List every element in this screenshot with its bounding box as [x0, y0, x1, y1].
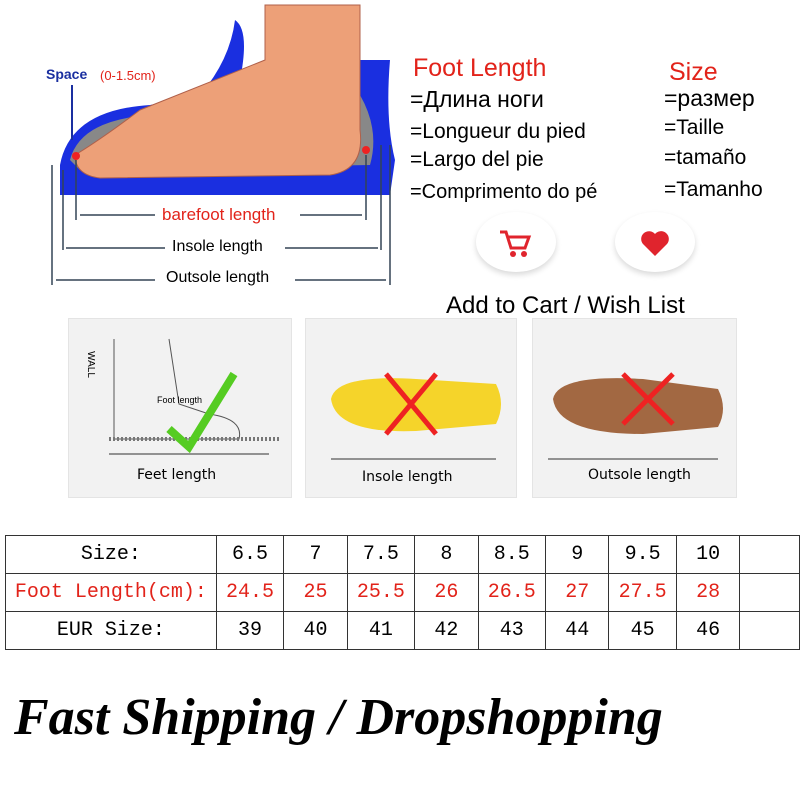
space-range: (0-1.5cm) — [100, 68, 156, 83]
outsole-length-panel: Outsole length — [532, 318, 737, 498]
foot-length-inner-label: Foot length — [157, 395, 203, 405]
cell: 6.5 — [215, 535, 285, 574]
space-label: Space — [46, 66, 88, 82]
row-header: Foot Length(cm): — [5, 573, 217, 612]
foot-length-es: =Largo del pie — [410, 148, 544, 171]
wish-list-button[interactable] — [615, 212, 695, 272]
foot-length-title: Foot Length — [413, 54, 547, 82]
insole-length-label: Insole length — [172, 238, 263, 255]
cell: 27 — [544, 573, 610, 612]
cart-icon — [500, 230, 532, 257]
check-icon — [166, 371, 238, 454]
row-header: Size: — [5, 535, 217, 574]
cell: 46 — [675, 611, 741, 650]
cell — [739, 573, 800, 612]
feet-length-panel: WALL Foot length Feet length — [68, 318, 292, 498]
row-header: EUR Size: — [5, 611, 217, 650]
foot-length-ru: =Длина ноги — [410, 86, 544, 112]
cross-icon — [621, 372, 675, 426]
add-to-cart-wish-list-label: Add to Cart / Wish List — [446, 292, 685, 319]
cell: 43 — [477, 611, 547, 650]
cell: 7.5 — [346, 535, 416, 574]
cell: 7 — [283, 535, 348, 574]
cell: 26.5 — [477, 573, 547, 612]
cell: 9.5 — [608, 535, 677, 574]
cell — [739, 611, 800, 650]
feet-length-label: Feet length — [137, 467, 217, 483]
table-row-size: Size: 6.5 7 7.5 8 8.5 9 9.5 10 — [5, 535, 800, 574]
cell — [739, 535, 800, 574]
size-ru: =размер — [664, 85, 755, 111]
cell: 28 — [675, 573, 741, 612]
cross-icon — [384, 372, 438, 436]
heart-icon — [641, 231, 669, 256]
barefoot-length-label: barefoot length — [162, 205, 276, 224]
cell: 26 — [414, 573, 479, 612]
foot-length-pt: =Comprimento do pé — [410, 181, 598, 203]
outsole-length-label: Outsole length — [588, 467, 691, 483]
cell: 27.5 — [608, 573, 677, 612]
size-title: Size — [669, 58, 718, 86]
cell: 39 — [215, 611, 285, 650]
cell: 9 — [544, 535, 610, 574]
cell: 40 — [283, 611, 348, 650]
cell: 10 — [675, 535, 741, 574]
size-fr: =Taille — [664, 116, 725, 139]
cell: 42 — [414, 611, 479, 650]
cell: 41 — [346, 611, 416, 650]
add-to-cart-button[interactable] — [476, 212, 556, 272]
table-row-foot-length: Foot Length(cm): 24.5 25 25.5 26 26.5 27 27.5 2… — [5, 573, 800, 612]
foot-length-fr: =Longueur du pied — [410, 120, 586, 143]
cell: 8.5 — [477, 535, 547, 574]
cell: 44 — [544, 611, 610, 650]
cell: 24.5 — [215, 573, 285, 612]
cell: 25 — [283, 573, 348, 612]
cell: 8 — [414, 535, 479, 574]
fast-shipping-banner: Fast Shipping / Dropshopping — [14, 689, 663, 746]
foot-size-diagram — [51, 4, 395, 285]
cell: 25.5 — [346, 573, 416, 612]
table-row-eur-size: EUR Size: 39 40 41 42 43 44 45 46 — [5, 611, 800, 650]
cell: 45 — [608, 611, 677, 650]
size-es: =tamaño — [664, 146, 747, 169]
insole-length-label: Insole length — [362, 469, 453, 485]
size-chart-table: Size: 6.5 7 7.5 8 8.5 9 9.5 10 Foot Length(cm):… — [5, 535, 800, 650]
size-pt: =Tamanho — [664, 178, 763, 201]
outsole-length-label: Outsole length — [166, 269, 270, 286]
insole-length-panel: Insole length — [305, 318, 517, 498]
